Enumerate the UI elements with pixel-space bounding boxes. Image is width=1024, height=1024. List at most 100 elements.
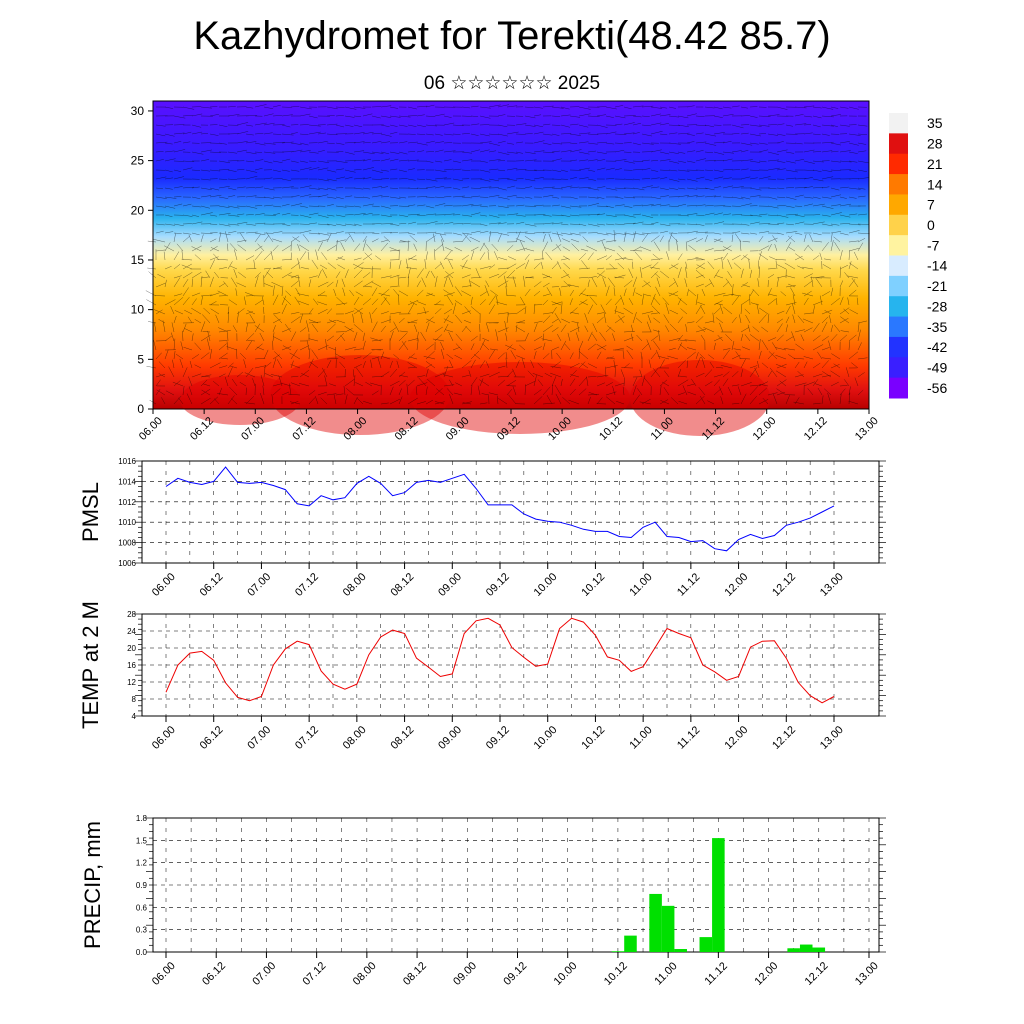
wind-barb — [445, 258, 454, 261]
x-tick-label: 12.00 — [722, 571, 750, 599]
wind-barb — [335, 176, 346, 180]
wind-barb — [614, 257, 627, 261]
wind-barb — [813, 240, 823, 243]
wind-barb — [848, 289, 857, 297]
wind-barb — [200, 159, 210, 162]
wind-barb — [812, 305, 815, 315]
wind-barb — [416, 214, 426, 216]
x-tick-label: 10.00 — [532, 571, 560, 599]
wind-barb — [155, 352, 162, 360]
wind-barb — [637, 388, 643, 396]
wind-barb — [785, 316, 790, 324]
wind-barb — [153, 340, 157, 351]
wind-barb — [733, 348, 742, 351]
wind-barb — [686, 133, 695, 136]
wind-barb — [785, 285, 796, 288]
wind-barb — [562, 238, 571, 243]
wind-barb — [389, 168, 398, 171]
wind-barb — [173, 203, 183, 207]
wind-barb — [371, 169, 383, 173]
wind-barb — [344, 235, 350, 243]
wind-barb — [366, 243, 373, 252]
wind-barb — [487, 251, 490, 261]
colorbar-segment — [889, 235, 908, 256]
wind-barb — [182, 141, 191, 144]
wind-barb — [620, 369, 625, 378]
wind-barb — [731, 214, 742, 216]
wind-barb — [182, 186, 194, 189]
wind-barb — [722, 140, 732, 144]
wind-barb — [443, 315, 450, 324]
wind-barb — [668, 132, 678, 135]
wind-barb — [857, 195, 866, 198]
wind-barb — [596, 239, 606, 243]
wind-barb — [470, 187, 481, 189]
wind-barb — [281, 285, 284, 297]
wind-barb — [173, 263, 181, 270]
wind-barb — [713, 292, 726, 297]
wind-barb — [686, 113, 697, 117]
wind-barb — [283, 297, 292, 306]
wind-barb — [631, 261, 634, 270]
wind-barb — [678, 401, 688, 405]
wind-barb — [239, 232, 247, 243]
wind-barb — [336, 296, 346, 306]
y-tick-label: 1.2 — [136, 859, 148, 868]
wind-barb — [218, 124, 228, 127]
wind-barb — [497, 233, 502, 243]
wind-barb — [425, 251, 428, 261]
wind-barb — [758, 160, 767, 163]
wind-barb — [617, 262, 625, 270]
wind-barb — [353, 364, 362, 369]
wind-barb — [631, 324, 634, 333]
wind-barb — [380, 151, 389, 154]
wind-barb — [218, 160, 231, 164]
wind-barb — [254, 159, 264, 162]
x-tick-label: 08.00 — [341, 724, 369, 752]
wind-barb — [794, 142, 803, 145]
wind-barb — [335, 160, 348, 163]
wind-barb — [209, 259, 216, 270]
wind-barb — [524, 259, 530, 270]
colorbar-segment — [889, 255, 908, 277]
wind-barb — [795, 253, 805, 261]
wind-barb — [653, 297, 661, 306]
wind-barb — [497, 205, 509, 208]
wind-barb — [434, 186, 445, 189]
wind-barb — [830, 297, 841, 306]
wind-barb — [443, 289, 454, 297]
wind-barb — [281, 124, 291, 128]
precip-bar — [787, 948, 800, 952]
wind-barb — [596, 205, 609, 207]
wind-barb — [440, 349, 445, 360]
wind-barb — [165, 390, 175, 396]
wind-barb — [254, 186, 264, 189]
wind-barb — [527, 370, 535, 378]
wind-barb — [361, 267, 373, 270]
wind-barb — [713, 300, 723, 306]
wind-barb — [468, 370, 472, 378]
wind-barb — [308, 160, 317, 162]
wind-barb — [308, 131, 321, 135]
wind-barb — [803, 244, 809, 252]
wind-barb — [263, 151, 276, 154]
colorbar-label: -28 — [927, 298, 947, 314]
wind-barb — [337, 257, 346, 261]
wind-barb — [505, 357, 508, 369]
wind-barb — [846, 275, 859, 279]
wind-barb — [299, 124, 309, 126]
wind-barb — [461, 232, 472, 235]
colorbar-segment — [889, 357, 908, 379]
wind-barb — [749, 269, 753, 279]
x-tick-label: 06.00 — [150, 960, 178, 988]
wind-barb — [461, 133, 470, 135]
wind-barb — [425, 104, 435, 108]
wind-barb — [641, 142, 654, 145]
wind-barb — [380, 223, 393, 225]
wind-barb — [727, 259, 733, 270]
wind-barb — [506, 131, 519, 135]
wind-barb — [200, 106, 212, 109]
wind-barb — [569, 177, 577, 180]
wind-barb — [416, 382, 428, 387]
wind-barb — [181, 250, 184, 261]
